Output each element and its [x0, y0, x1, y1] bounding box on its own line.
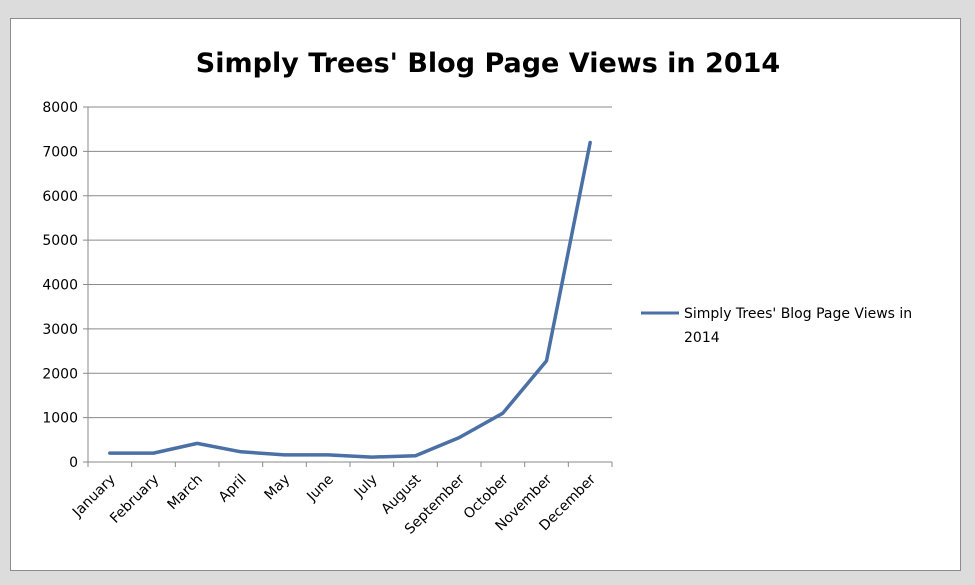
legend-label-line-2: 2014: [684, 330, 720, 346]
x-tick-label: May: [262, 472, 294, 504]
gridlines: [88, 106, 612, 419]
x-tick-label: July: [351, 472, 381, 502]
y-tick-label: 7000: [42, 144, 78, 160]
axes: [83, 106, 613, 467]
y-tick-labels: 0 1000 2000 3000 4000 5000 6000 7000 8000: [42, 100, 78, 471]
x-tick-label: March: [164, 472, 205, 513]
y-tick-label: 1000: [42, 411, 78, 427]
y-tick-label: 5000: [42, 233, 78, 249]
series-layer: [108, 140, 592, 459]
y-tick-label: 8000: [42, 100, 78, 116]
chart-title: Simply Trees' Blog Page Views in 2014: [196, 48, 780, 79]
y-tick-label: 6000: [42, 189, 78, 205]
x-tick-label: June: [303, 472, 337, 506]
x-tick-label: April: [216, 472, 250, 506]
y-tick-label: 2000: [42, 366, 78, 382]
y-tick-label: 0: [69, 455, 78, 471]
chart-frame: [10, 18, 961, 571]
legend: Simply Trees' Blog Page Views in 2014: [641, 306, 912, 346]
y-tick-label: 4000: [42, 278, 78, 294]
y-tick-label: 3000: [42, 322, 78, 338]
series-line-0: [108, 140, 592, 459]
legend-label-line-1: Simply Trees' Blog Page Views in: [684, 306, 912, 322]
